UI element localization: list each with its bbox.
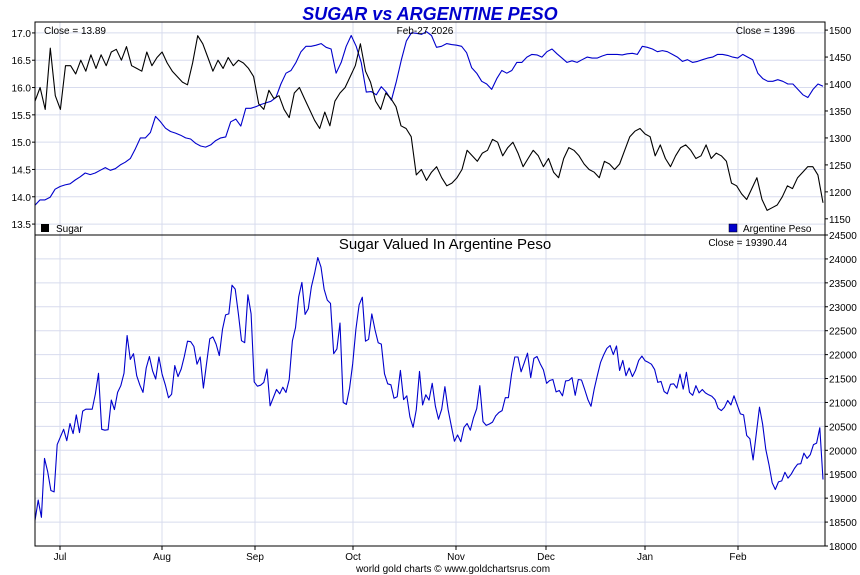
date-label: Feb-27 2026: [397, 26, 454, 37]
left-axis-ticks: 13.5 14.0 14.5 15.0 15.5 16.0 16.5 17.0: [12, 29, 35, 231]
top-panel-grid: [35, 22, 825, 235]
right-tick-label: 1200: [829, 188, 852, 199]
x-tick-label: Dec: [537, 552, 555, 563]
series-layer: [34, 31, 824, 521]
bottom-right-axis-ticks: 18000 18500 19000 19500 20000 20500 21000 21500…: [825, 231, 857, 553]
left-tick-label: 15.0: [12, 138, 32, 149]
left-tick-label: 13.5: [12, 220, 32, 231]
x-tick-label: Oct: [345, 552, 361, 563]
ratio-tick-label: 24000: [829, 255, 857, 266]
x-tick-label: Sep: [246, 552, 264, 563]
legend-sugar-label: Sugar: [56, 224, 83, 235]
top-right-axis-ticks: 1150 1200 1250 1300 1350 1400 1450 1500: [825, 26, 852, 226]
footer-credit: world gold charts © www.goldchartsrus.co…: [355, 564, 550, 575]
plot-frame: [34, 21, 826, 547]
ratio-series-line: [34, 256, 824, 521]
close-ratio-label: Close = 19390.44: [708, 238, 787, 249]
ratio-tick-label: 23000: [829, 303, 857, 314]
ratio-tick-label: 20500: [829, 422, 857, 433]
left-tick-label: 17.0: [12, 29, 32, 40]
x-tick-label: Jul: [54, 552, 67, 563]
x-tick-label: Nov: [447, 552, 465, 563]
x-axis-ticks: Jul Aug Sep Oct Nov Dec Jan Feb: [54, 546, 747, 563]
left-tick-label: 16.0: [12, 84, 32, 95]
legend-peso-label: Argentine Peso: [743, 224, 812, 235]
ratio-tick-label: 18500: [829, 518, 857, 529]
ratio-tick-label: 20000: [829, 446, 857, 457]
peso-series-line: [34, 31, 824, 206]
close-peso-label: Close = 1396: [736, 26, 796, 37]
legend-peso-swatch: [728, 223, 738, 233]
right-tick-label: 1300: [829, 134, 852, 145]
left-tick-label: 15.5: [12, 111, 32, 122]
ratio-tick-label: 18000: [829, 542, 857, 553]
x-tick-label: Aug: [153, 552, 171, 563]
ratio-tick-label: 24500: [829, 231, 857, 242]
ratio-tick-label: 19000: [829, 494, 857, 505]
right-tick-label: 1400: [829, 80, 852, 91]
ratio-tick-label: 22500: [829, 327, 857, 338]
left-tick-label: 14.0: [12, 193, 32, 204]
x-tick-label: Feb: [729, 552, 747, 563]
ratio-tick-label: 21000: [829, 398, 857, 409]
right-tick-label: 1150: [829, 215, 851, 226]
left-tick-label: 16.5: [12, 56, 32, 67]
x-tick-label: Jan: [637, 552, 653, 563]
ratio-tick-label: 22000: [829, 351, 857, 362]
right-tick-label: 1450: [829, 53, 852, 64]
right-tick-label: 1350: [829, 107, 852, 118]
legend-sugar-swatch: [41, 224, 49, 232]
ratio-tick-label: 21500: [829, 375, 857, 386]
ratio-tick-label: 23500: [829, 279, 857, 290]
subchart-title: Sugar Valued In Argentine Peso: [339, 236, 551, 253]
ratio-tick-label: 19500: [829, 470, 857, 481]
right-tick-label: 1250: [829, 161, 852, 172]
left-tick-label: 14.5: [12, 165, 32, 176]
sugar-series-line: [34, 35, 824, 211]
close-sugar-label: Close = 13.89: [44, 26, 106, 37]
right-tick-label: 1500: [829, 26, 852, 37]
chart-title: SUGAR vs ARGENTINE PESO: [302, 4, 557, 24]
